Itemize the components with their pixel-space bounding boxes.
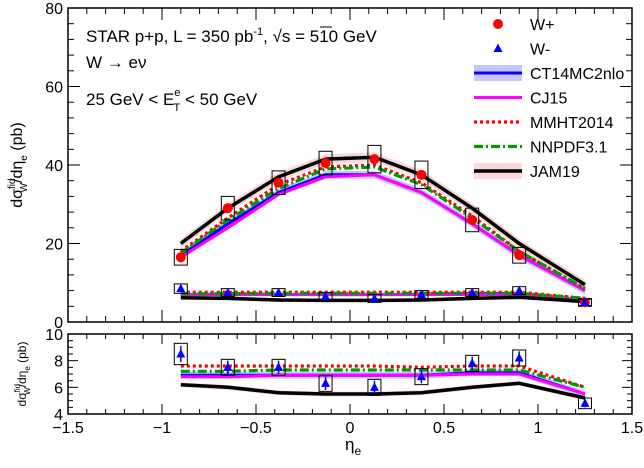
bottom-xtick-label: 0 [346, 420, 355, 437]
bottom-wminus-sys-box [173, 342, 188, 366]
wplus-point [369, 154, 380, 165]
xlabel: ηe [345, 435, 361, 458]
legend-label: W+ [530, 17, 554, 34]
legend-label: CT14MC2nlo [530, 66, 624, 83]
line-wplus-cj15 [180, 173, 586, 292]
top-ytick-label: 20 [45, 237, 63, 254]
bottom-ytick-label: 10 [45, 327, 63, 344]
wplus-point [273, 177, 284, 188]
legend-label: MMHT2014 [530, 115, 614, 132]
wplus-point [222, 203, 233, 214]
line-wminus-nnpdf3.1 [180, 291, 586, 300]
legend-marker-wplus [493, 19, 503, 29]
top-ylabel: dσfidW/dηe (pb) [7, 122, 30, 208]
wplus-point [320, 158, 331, 169]
wminus-point [223, 287, 233, 297]
band-wplus-jam19 [180, 152, 586, 290]
line-wplus-mmht2014 [179, 163, 586, 290]
bottom-line-nnpdf3.1 [180, 368, 586, 389]
legend-label: NNPDF3.1 [530, 140, 607, 157]
annotation-cut: 25 GeV < Ee T < 50 GeV [86, 87, 258, 114]
bottom-wminus-point [274, 362, 284, 371]
line-wplus-ct14mc2nlo [179, 173, 586, 292]
band-wplus-ct14mc2nlo [180, 170, 586, 295]
wminus-point [274, 287, 284, 297]
wplus-sys-box [318, 150, 333, 176]
bottom-ytick-label: 8 [54, 354, 63, 371]
wminus-point [321, 291, 331, 300]
bottom-xtick-label: 1 [534, 420, 543, 437]
wminus-point [369, 293, 379, 302]
line-wplus-nnpdf3.1 [179, 165, 586, 290]
bottom-wminus-sys-box [512, 349, 527, 367]
bottom-xtick-label: −1 [153, 420, 171, 437]
legend: W+ W- CT14MC2nlo CJ15 MMHT2014 NNPDF3.1 JAM19 [474, 17, 624, 181]
wplus-sys-box [414, 160, 429, 190]
top-panel: 0 20 40 60 80 STAR p+p, L = 350 pb-1, √s = 5… [7, 1, 633, 332]
bottom-wminus-point [580, 398, 590, 407]
bottom-wminus-point [467, 358, 477, 367]
bottom-wminus-point [223, 362, 233, 371]
wminus-point [514, 285, 524, 295]
wplus-sys-box [220, 195, 235, 221]
bottom-wminus-point [416, 371, 426, 381]
wplus-sys-box [271, 170, 286, 195]
wminus-point [580, 297, 590, 306]
top-ytick-label: 60 [45, 80, 63, 97]
bottom-wminus-sys-box [578, 397, 592, 410]
bottom-wminus-sys-box [318, 374, 333, 392]
bottom-wminus-sys-box [271, 358, 286, 376]
wminus-point [176, 283, 186, 293]
wminus-point [467, 287, 477, 297]
bottom-xtick-label: 0.5 [433, 420, 455, 437]
wplus-sys-box [367, 144, 382, 174]
wplus-point [175, 252, 186, 263]
bottom-wminus-sys-box [367, 378, 382, 396]
annotation-channel: W → eν [86, 53, 146, 72]
bottom-wminus-sys-box [465, 354, 480, 372]
wplus-point [416, 169, 427, 180]
bottom-wminus-point [176, 349, 186, 358]
legend-label: W- [530, 42, 550, 59]
bottom-ytick-label: 4 [54, 407, 63, 424]
wplus-sys-box [512, 246, 527, 264]
bottom-ytick-label: 6 [54, 380, 63, 397]
top-ytick-label: 0 [54, 315, 63, 332]
wminus-point [416, 289, 426, 299]
bottom-xtick-label: −1.5 [52, 420, 84, 437]
top-ytick-label: 40 [45, 158, 63, 175]
wplus-point [514, 250, 525, 261]
bottom-wminus-sys-box [220, 358, 235, 376]
bottom-wminus-point [514, 353, 524, 362]
bottom-wminus-point [321, 378, 331, 387]
bottom-wminus-sys-box [414, 368, 429, 386]
legend-marker-wminus [493, 43, 503, 52]
top-ytick-label: 80 [45, 1, 63, 18]
wplus-sys-box [465, 207, 480, 233]
bottom-xtick-label: −0.5 [240, 420, 272, 437]
bottom-xtick-label: 1.5 [621, 420, 643, 437]
bottom-line-mmht2014 [180, 364, 586, 389]
bottom-line-cj15 [180, 372, 586, 396]
legend-label: JAM19 [530, 164, 580, 181]
bottom-ylabel: dσfidW/dηe (pb) [13, 342, 32, 407]
annotation-run: STAR p+p, L = 350 pb-1, √s = 510 GeV [86, 26, 377, 46]
wplus-point [467, 214, 478, 225]
legend-label: CJ15 [530, 91, 567, 108]
wplus-sys-box [173, 248, 188, 266]
bottom-wminus-point [369, 382, 379, 391]
bottom-panel: 4 6 8 10 −1.5 −1 −0.5 0 0.5 1 1.5 dσfidW/dηe (pb)… [13, 327, 643, 458]
